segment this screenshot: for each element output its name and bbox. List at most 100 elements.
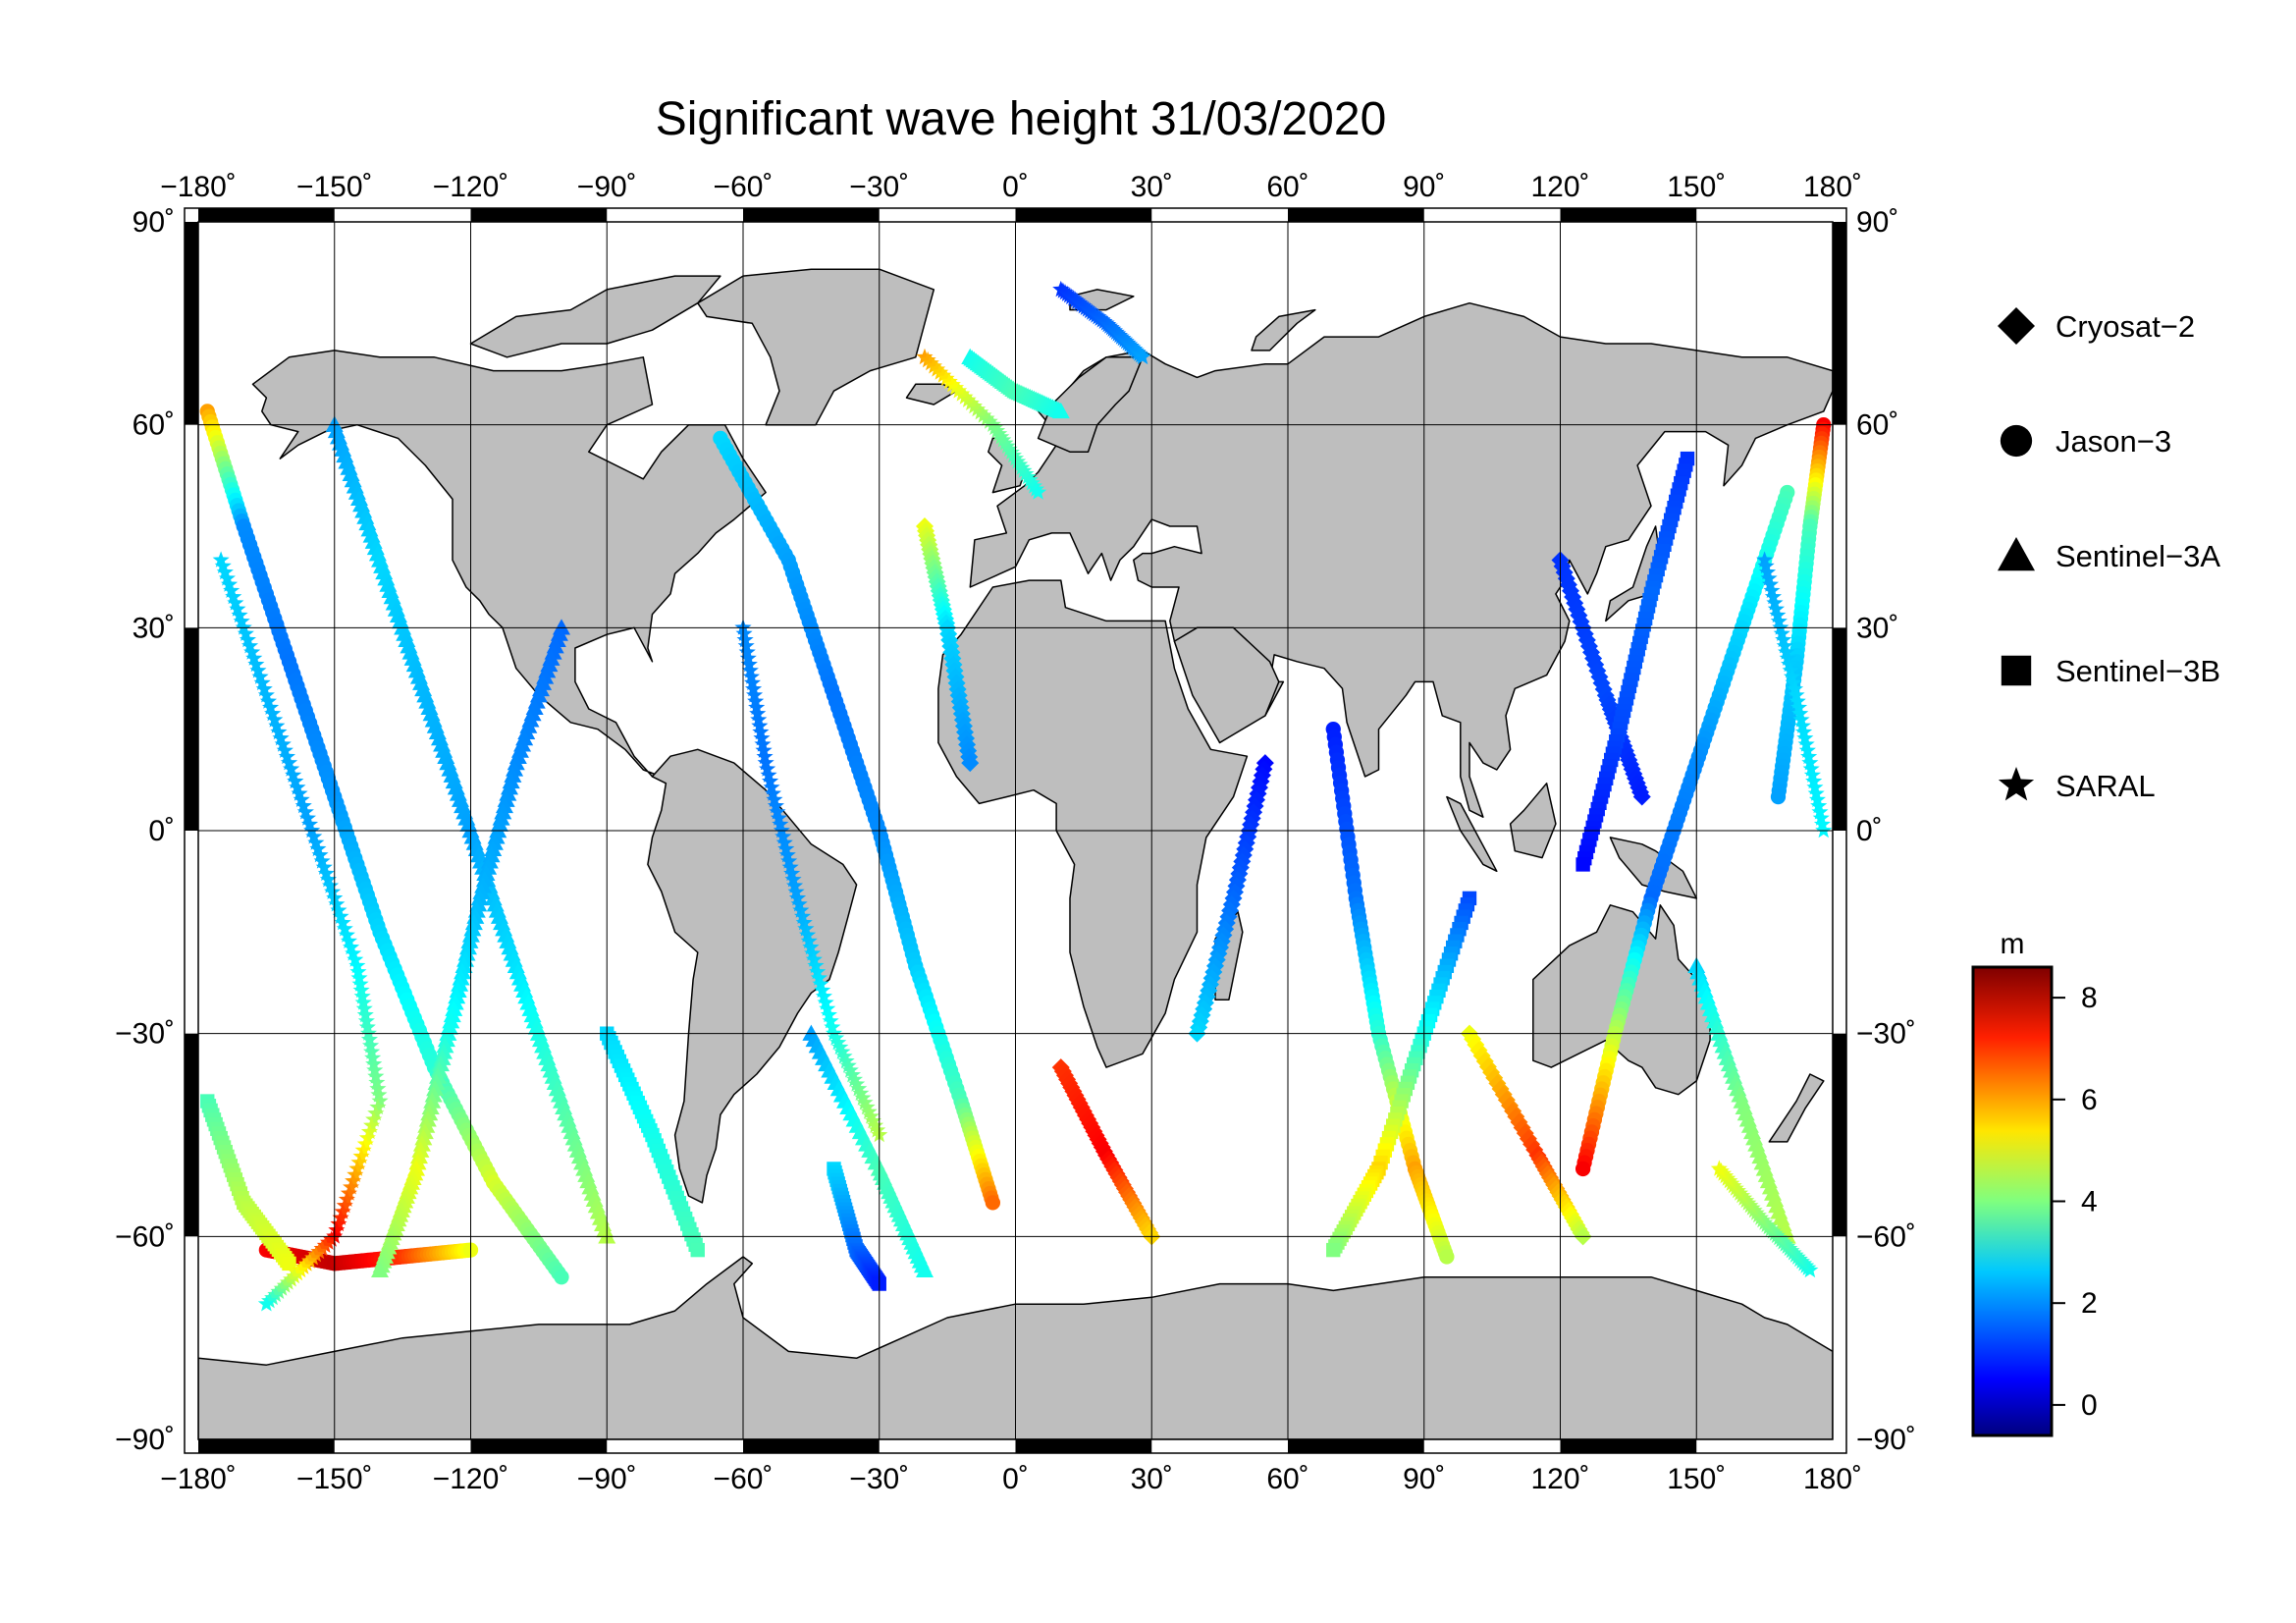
track-point: [262, 698, 280, 715]
track-point: [371, 1092, 389, 1109]
track-point: [766, 790, 783, 807]
legend-marker-circle: [2000, 424, 2033, 458]
frame-bar-top: [743, 208, 880, 222]
track-point: [743, 674, 761, 690]
track-point: [975, 406, 992, 423]
track-point: [846, 1070, 864, 1087]
track-point: [1785, 674, 1802, 690]
track-point: [286, 1268, 303, 1284]
lon-tick-label-bottom: 90˚: [1403, 1463, 1445, 1495]
lon-tick-label-top: −150˚: [296, 171, 373, 203]
track-point: [1326, 1242, 1341, 1258]
track-point: [307, 834, 325, 850]
track-point: [985, 1195, 1001, 1211]
track-point: [322, 877, 340, 893]
track-point: [972, 404, 989, 420]
track-point: [783, 864, 801, 882]
track-point: [237, 624, 254, 641]
frame-bar-left: [185, 1033, 198, 1237]
track-point: [347, 950, 364, 967]
track-point: [1766, 594, 1784, 611]
track-point: [1800, 747, 1818, 765]
track-point: [266, 711, 284, 728]
track-point: [368, 1073, 386, 1090]
track-point: [751, 717, 769, 733]
track-point: [953, 385, 971, 402]
track-point: [1775, 630, 1792, 648]
track-point: [1767, 600, 1785, 617]
track-point: [276, 741, 294, 758]
track-point: [366, 1061, 384, 1078]
track-point: [1002, 443, 1020, 460]
track-point: [994, 431, 1012, 448]
track-point: [804, 945, 822, 961]
track-point: [328, 1221, 346, 1238]
frame-bar-top: [198, 208, 335, 222]
track-point: [735, 624, 753, 641]
track-point: [352, 1147, 370, 1164]
track-point: [1710, 1160, 1728, 1176]
track-point: [1759, 564, 1777, 580]
track-point: [959, 391, 977, 407]
track-point: [363, 1116, 381, 1133]
track-point: [1798, 741, 1816, 758]
track-point: [1770, 613, 1788, 629]
track-point: [998, 437, 1016, 454]
track-point: [261, 1292, 279, 1309]
track-point: [1782, 662, 1799, 678]
track-point: [984, 415, 1001, 432]
track-point: [747, 692, 765, 709]
track-point: [1770, 788, 1787, 805]
track-point: [860, 1103, 878, 1119]
track-point: [294, 1258, 312, 1274]
lat-tick-label-left: −60˚: [115, 1220, 175, 1253]
lon-tick-label-top: 120˚: [1530, 171, 1589, 203]
track-point: [740, 655, 758, 673]
satellite-tracks: [199, 280, 1833, 1312]
track-point: [774, 828, 792, 844]
track-point: [293, 790, 310, 807]
track-point: [784, 871, 802, 888]
track-point: [739, 649, 757, 666]
track-point: [799, 926, 817, 943]
track-point: [241, 637, 259, 654]
track-point: [790, 895, 808, 912]
track-point: [345, 1172, 362, 1189]
track-point: [1790, 698, 1808, 715]
lon-tick-label-bottom: 150˚: [1667, 1463, 1726, 1495]
lon-tick-label-bottom: −150˚: [296, 1463, 373, 1495]
track-point: [752, 723, 770, 740]
track-point: [221, 575, 239, 592]
land-new-zealand: [1768, 1073, 1825, 1143]
track-point: [350, 1154, 368, 1170]
frame-bar-bottom: [198, 1439, 335, 1453]
track-point: [267, 1285, 285, 1303]
track-point: [781, 858, 799, 875]
track-point: [1795, 723, 1813, 740]
track-point: [285, 766, 302, 783]
track-point: [745, 680, 763, 697]
track-point: [297, 1255, 315, 1271]
track-point: [741, 662, 759, 678]
track-point: [324, 883, 342, 899]
track-point: [829, 1034, 847, 1051]
track-point: [347, 1165, 364, 1182]
track-point: [1764, 588, 1782, 605]
lon-tick-label-bottom: 120˚: [1530, 1463, 1589, 1495]
track-point: [225, 588, 242, 605]
series-Sentinel−3A: [325, 348, 1796, 1277]
lat-tick-label-left: −30˚: [115, 1018, 175, 1051]
track-point: [756, 747, 774, 765]
lat-tick-label-right: 90˚: [1856, 206, 1898, 239]
track-point: [289, 779, 306, 795]
lon-tick-label-bottom: 0˚: [1002, 1463, 1029, 1495]
colorbar-tick-label: 0: [2081, 1389, 2098, 1422]
track-point: [1021, 471, 1039, 488]
track-point: [292, 1261, 309, 1278]
track-point: [947, 379, 965, 396]
track-point: [986, 418, 1003, 436]
track-point: [355, 1000, 373, 1016]
track-point: [792, 901, 810, 918]
lon-tick-label-top: 30˚: [1131, 171, 1173, 203]
